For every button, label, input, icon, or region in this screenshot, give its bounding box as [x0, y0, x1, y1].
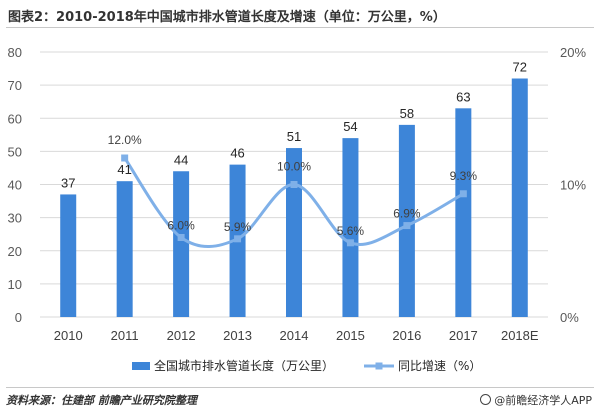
x-tick-label: 2012: [167, 328, 196, 343]
growth-point: [459, 190, 467, 198]
x-tick-label: 2018E: [501, 328, 539, 343]
growth-value-label: 6.0%: [167, 219, 195, 233]
bar-value-label: 54: [343, 119, 357, 134]
y-left-tick-label: 70: [8, 78, 22, 93]
y-left-tick-label: 60: [8, 111, 22, 126]
x-tick-label: 2014: [280, 328, 309, 343]
brand-note: @前瞻经济学人APP: [480, 392, 592, 408]
growth-point: [177, 234, 185, 241]
legend-line-label: 同比增速（%）: [398, 359, 481, 373]
y-left-tick-label: 80: [8, 45, 22, 60]
title-divider: [6, 27, 594, 28]
brand-logo-icon: [480, 394, 492, 405]
y-left-tick-label: 20: [8, 244, 22, 259]
chart-title: 图表2：2010-2018年中国城市排水管道长度及增速（单位：万公里，%）: [8, 10, 446, 25]
x-tick-label: 2010: [54, 328, 83, 343]
x-tick-label: 2017: [449, 328, 478, 343]
growth-point: [234, 235, 242, 243]
x-tick-label: 2013: [223, 328, 252, 343]
legend-line-marker: [375, 362, 383, 370]
bar-value-label: 44: [174, 152, 188, 167]
bar-value-label: 46: [230, 146, 244, 161]
x-tick-label: 2016: [392, 328, 421, 343]
bar: [116, 181, 133, 317]
source-note: 资料来源：住建部 前瞻产业研究院整理: [6, 394, 197, 407]
y-left-tick-label: 10: [8, 277, 22, 292]
y-left-tick-label: 50: [8, 144, 22, 159]
bar-value-label: 51: [287, 129, 301, 144]
footer-divider: [6, 387, 594, 388]
y-left-tick-label: 0: [15, 310, 22, 325]
legend-bar-swatch: [132, 362, 150, 370]
bar-value-label: 63: [456, 89, 470, 104]
growth-value-label: 6.9%: [393, 207, 421, 221]
y-right-tick-label: 10%: [560, 178, 586, 193]
bar: [398, 124, 415, 317]
bar-value-label: 58: [400, 106, 414, 121]
x-tick-label: 2011: [111, 328, 139, 343]
bar: [173, 171, 190, 317]
bar: [286, 148, 302, 317]
growth-point: [403, 222, 411, 230]
y-left-tick-label: 30: [8, 211, 22, 226]
growth-point: [121, 154, 129, 162]
growth-point: [346, 239, 354, 247]
brand-text: @前瞻经济学人APP: [494, 394, 592, 407]
legend-bar-label: 全国城市排水管道长度（万公里）: [154, 358, 334, 373]
x-tick-label: 2015: [336, 328, 365, 343]
bar: [455, 108, 472, 317]
y-right-tick-label: 0%: [560, 310, 579, 325]
growth-point: [290, 181, 298, 188]
bar-value-label: 72: [513, 60, 527, 75]
y-left-tick-label: 40: [8, 178, 22, 193]
growth-value-label: 9.3%: [450, 169, 478, 183]
y-right-tick-label: 20%: [560, 45, 586, 60]
growth-value-label: 10.0%: [277, 160, 311, 174]
bar: [60, 194, 77, 317]
bar-value-label: 41: [117, 162, 131, 177]
growth-value-label: 12.0%: [108, 133, 142, 147]
growth-value-label: 5.9%: [224, 220, 252, 234]
bar: [342, 138, 359, 317]
growth-value-label: 5.6%: [337, 224, 365, 238]
bar: [511, 78, 528, 317]
bar-value-label: 37: [61, 175, 75, 190]
